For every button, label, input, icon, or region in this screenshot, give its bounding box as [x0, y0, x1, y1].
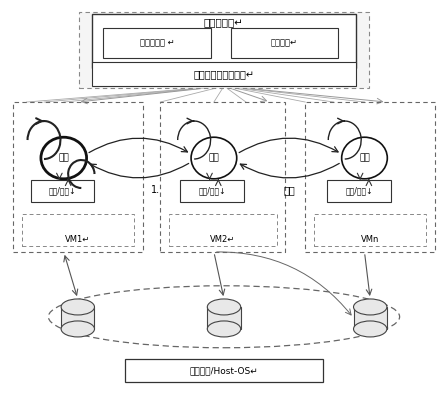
FancyBboxPatch shape: [92, 14, 356, 68]
Text: 数据/资源↓: 数据/资源↓: [49, 186, 77, 195]
Ellipse shape: [353, 299, 387, 315]
FancyBboxPatch shape: [61, 307, 95, 329]
FancyBboxPatch shape: [327, 180, 391, 202]
Text: 行为规范库↵: 行为规范库↵: [204, 17, 244, 27]
Ellipse shape: [207, 321, 241, 337]
FancyBboxPatch shape: [125, 359, 323, 382]
Text: 数据/资源↓: 数据/资源↓: [198, 186, 226, 195]
Ellipse shape: [61, 321, 95, 337]
FancyBboxPatch shape: [103, 28, 211, 58]
FancyBboxPatch shape: [92, 62, 356, 86]
Text: 资源状态↵: 资源状态↵: [271, 39, 298, 48]
Text: 拟机: 拟机: [283, 185, 295, 195]
Text: 虚拟机行为 ↵: 虚拟机行为 ↵: [140, 39, 174, 48]
FancyBboxPatch shape: [207, 307, 241, 329]
Text: 数据/资源↓: 数据/资源↓: [345, 186, 373, 195]
FancyBboxPatch shape: [231, 28, 338, 58]
Text: 进程: 进程: [359, 153, 370, 162]
Text: 进程: 进程: [208, 153, 219, 162]
Text: 虚拟机运行监控引擎↵: 虚拟机运行监控引擎↵: [194, 69, 254, 79]
Text: 虚拟资源/Host-OS↵: 虚拟资源/Host-OS↵: [190, 366, 258, 375]
FancyBboxPatch shape: [31, 180, 95, 202]
FancyBboxPatch shape: [180, 180, 244, 202]
Text: VM2↵: VM2↵: [210, 235, 235, 244]
Text: 1.: 1.: [151, 185, 160, 195]
FancyBboxPatch shape: [79, 12, 369, 88]
Ellipse shape: [207, 299, 241, 315]
Ellipse shape: [353, 321, 387, 337]
Text: VM1↵: VM1↵: [65, 235, 90, 244]
FancyBboxPatch shape: [353, 307, 387, 329]
Text: 进程: 进程: [58, 153, 69, 162]
Text: VMn: VMn: [361, 235, 379, 244]
Ellipse shape: [61, 299, 95, 315]
